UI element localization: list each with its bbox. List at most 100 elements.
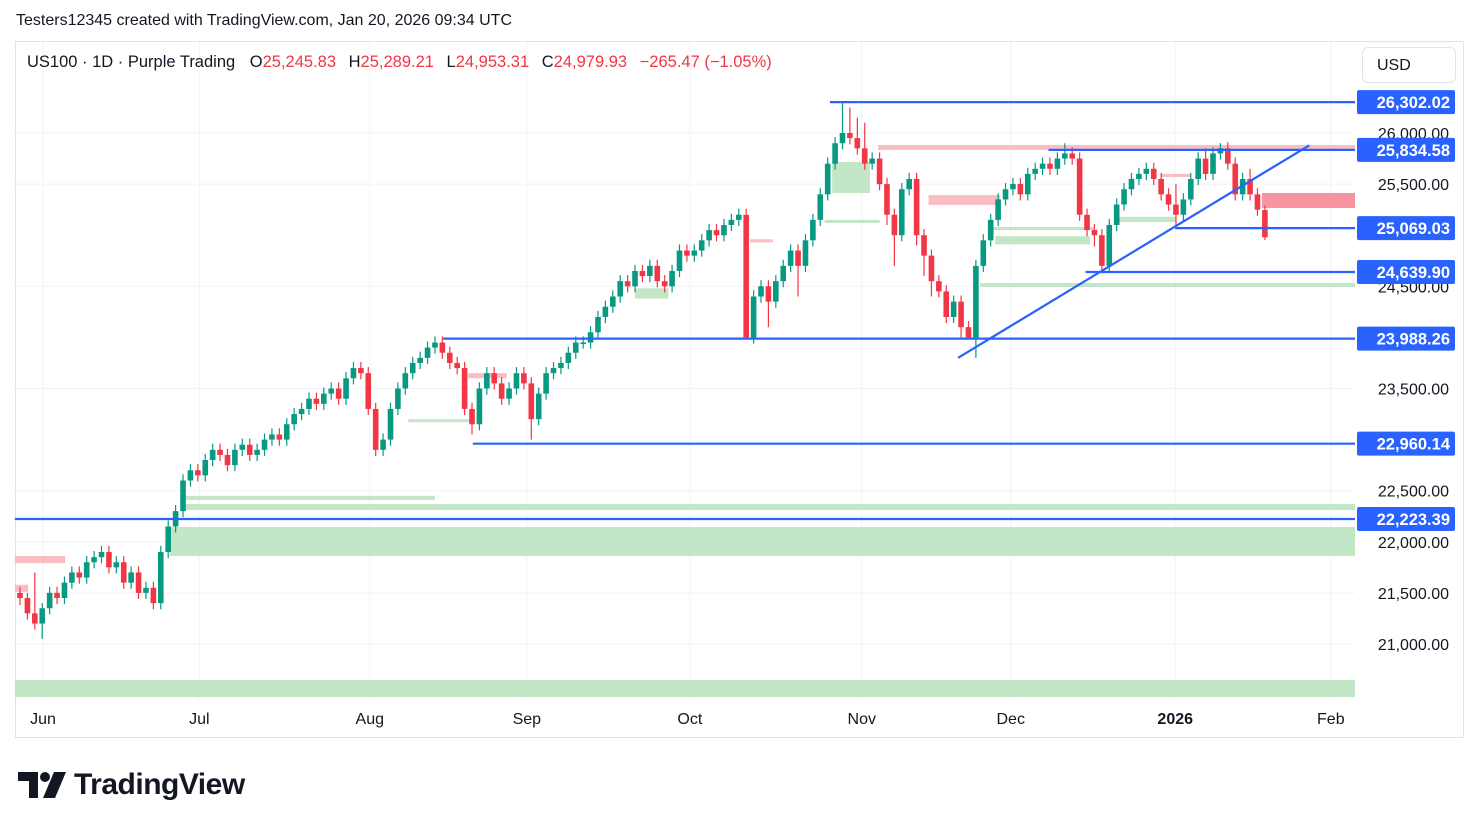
candle-body <box>906 178 912 190</box>
bullish-candle <box>306 392 312 416</box>
bullish-candle <box>506 382 512 405</box>
green-zone <box>635 288 669 299</box>
bearish-candle <box>446 346 453 370</box>
candle-body <box>69 572 75 583</box>
tradingview-logo[interactable]: TradingView <box>18 768 245 802</box>
candle-body <box>750 296 757 338</box>
candle-body <box>54 592 60 599</box>
candle-body <box>1113 204 1120 225</box>
candle-body <box>350 368 357 379</box>
time-tick-label: Jul <box>189 711 209 728</box>
bullish-candle <box>1180 193 1187 221</box>
bullish-candle <box>787 244 794 272</box>
bullish-candle <box>417 351 423 370</box>
price-level-label[interactable]: 25,834.58 <box>1357 137 1455 162</box>
candle-body <box>269 434 275 440</box>
candle-body <box>521 373 527 384</box>
candle-body <box>106 552 112 568</box>
candle-body <box>217 449 223 455</box>
candle-body <box>861 148 868 164</box>
candle-body <box>454 362 460 369</box>
green-zone <box>408 419 473 423</box>
levels <box>14 101 1355 521</box>
bullish-candle <box>572 336 579 359</box>
bullish-candle <box>484 367 490 395</box>
bearish-candle <box>1150 162 1157 186</box>
bearish-candle <box>965 321 972 339</box>
candle-body <box>1202 158 1209 174</box>
bullish-candle <box>350 361 357 385</box>
candle-body <box>283 424 290 440</box>
candle-body <box>691 250 698 256</box>
chart-caption: Testers12345 created with TradingView.co… <box>16 12 512 29</box>
price-level-label[interactable]: 25,069.03 <box>1357 216 1455 241</box>
candle-body <box>61 582 68 599</box>
price-level-label[interactable]: 26,302.02 <box>1357 90 1455 115</box>
bullish-candle <box>409 356 416 380</box>
bullish-candle <box>46 586 53 615</box>
bearish-candle <box>1091 223 1098 247</box>
candle-body <box>780 265 787 282</box>
bearish-candle <box>1173 184 1179 229</box>
bearish-candle <box>1262 205 1268 240</box>
bullish-candle <box>1143 162 1150 181</box>
bearish-candle <box>684 244 690 262</box>
bearish-candle <box>713 223 720 242</box>
bullish-candle <box>647 259 653 283</box>
candle-body <box>120 562 127 583</box>
candle-body <box>928 255 935 282</box>
candle-body <box>936 281 942 292</box>
bearish-candle <box>521 367 527 390</box>
time-tick-label: Jun <box>30 711 56 728</box>
bullish-candle <box>1210 147 1216 181</box>
candle-body <box>580 342 586 345</box>
bullish-candle <box>283 418 290 446</box>
candle-body <box>83 562 90 578</box>
bullish-candle <box>239 438 246 456</box>
price-level-label[interactable]: 22,223.39 <box>1357 506 1455 531</box>
time-axis[interactable]: Jun Jul Aug Sep Oct Nov Dec 2026 Feb <box>30 711 1345 728</box>
price-level-label[interactable]: 22,960.14 <box>1357 431 1455 456</box>
price-level-label[interactable]: 23,988.26 <box>1357 326 1455 351</box>
bullish-candle <box>343 372 349 405</box>
bullish-candle <box>61 576 68 605</box>
candle-body <box>958 301 964 328</box>
time-tick-label: Feb <box>1317 711 1345 728</box>
bearish-candle <box>891 208 898 266</box>
bullish-candle <box>973 259 979 358</box>
candle-body <box>572 342 579 353</box>
symbol-info[interactable]: US100 · 1D · Purple Trading <box>27 53 236 71</box>
candle-body <box>884 184 890 215</box>
bearish-candle <box>454 356 460 375</box>
price-axis[interactable]: 26,000.0025,500.0024,500.0023,500.0022,5… <box>1357 90 1455 654</box>
candle-body <box>802 240 809 266</box>
bullish-candle <box>1062 143 1068 165</box>
candle-body <box>817 194 824 220</box>
bullish-candle <box>802 234 809 272</box>
bullish-candle <box>269 428 275 446</box>
price-level-label[interactable]: 24,639.90 <box>1357 260 1455 285</box>
candle-body <box>743 214 749 338</box>
bearish-candle <box>624 275 631 293</box>
bullish-candle <box>254 443 260 462</box>
green-zone <box>832 162 870 193</box>
candle-body <box>995 199 1001 220</box>
pink-zone <box>878 144 1355 150</box>
chart-frame <box>15 41 1464 738</box>
candle-body <box>306 398 312 409</box>
candle-body <box>39 608 46 624</box>
candle-body <box>239 444 246 450</box>
open-label: O <box>249 53 263 71</box>
bearish-candle <box>120 556 127 589</box>
currency-button[interactable]: USD <box>1362 47 1456 83</box>
bearish-candle <box>854 117 861 155</box>
candle-body <box>898 189 905 236</box>
bullish-candle <box>69 566 75 589</box>
candle-body <box>439 342 446 353</box>
candles <box>17 102 1268 639</box>
bullish-candle <box>513 367 520 395</box>
bullish-candle <box>180 474 186 518</box>
low-value: 24,953.31 <box>455 53 530 71</box>
bullish-candle <box>165 520 171 559</box>
